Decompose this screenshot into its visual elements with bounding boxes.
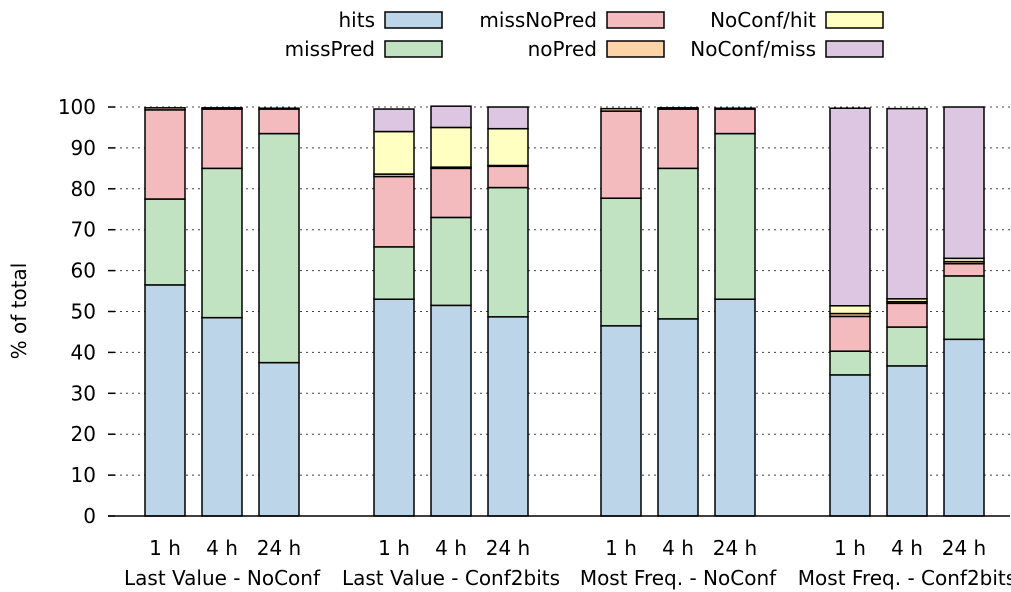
bar-segment-hits xyxy=(201,316,243,517)
x-category-label: 4 h xyxy=(206,536,238,560)
bar-segment-misspred xyxy=(144,198,186,286)
y-tick-label: 80 xyxy=(71,177,96,201)
bar-segment-hits xyxy=(829,374,871,517)
bars xyxy=(144,105,985,517)
bar-segment-misspred xyxy=(201,167,243,319)
grid-lines xyxy=(108,106,1010,476)
bar-segment-missnopred xyxy=(373,175,415,248)
legend-label: noPred xyxy=(528,37,597,61)
bar-segment-nopred xyxy=(714,107,756,110)
y-tick-label: 0 xyxy=(83,504,96,528)
bar-segment-hits xyxy=(373,298,415,517)
x-group-label: Last Value - Conf2bits xyxy=(342,566,560,590)
bar-segment-hits xyxy=(886,365,928,517)
y-tick-label: 40 xyxy=(71,340,96,364)
bar-segment-noconf-miss xyxy=(943,106,985,260)
bar-segment-misspred xyxy=(943,275,985,341)
x-category-label: 24 h xyxy=(713,536,757,560)
bar-segment-nopred xyxy=(258,107,300,110)
bar-segment-missnopred xyxy=(714,108,756,135)
x-group-label: Last Value - NoConf xyxy=(124,566,321,590)
bar-segment-missnopred xyxy=(258,108,300,135)
bar-segment-noconf-miss xyxy=(487,106,529,130)
bar-segment-noconf-hit xyxy=(430,126,472,168)
bar-segment-hits xyxy=(258,361,300,517)
legend-swatch-noconf-miss xyxy=(825,40,884,58)
y-tick-label: 100 xyxy=(58,95,96,119)
bar-segment-missnopred xyxy=(829,315,871,352)
y-tick-label: 90 xyxy=(71,136,96,160)
y-tick-label: 10 xyxy=(71,463,96,487)
x-group-label: Most Freq. - NoConf xyxy=(580,566,777,590)
bar-segment-hits xyxy=(600,325,642,517)
x-category-label: 1 h xyxy=(834,536,866,560)
bar-segment-noconf-hit xyxy=(829,305,871,315)
legend-label: missNoPred xyxy=(479,8,597,32)
legend-label: missPred xyxy=(285,37,375,61)
bar-segment-noconf-miss xyxy=(430,105,472,129)
legend-label: hits xyxy=(339,8,376,32)
legend-label: NoConf/miss xyxy=(690,37,816,61)
x-category-label: 1 h xyxy=(605,536,637,560)
bar-segment-misspred xyxy=(430,216,472,307)
bar-segment-missnopred xyxy=(943,262,985,277)
legend-swatch-missnopred xyxy=(606,11,665,29)
bar-segment-noconf-miss xyxy=(373,108,415,133)
bar-segment-misspred xyxy=(487,186,529,318)
bar-segment-misspred xyxy=(258,132,300,364)
bar-segment-missnopred xyxy=(144,109,186,200)
bar-segment-misspred xyxy=(373,246,415,300)
bar-segment-missnopred xyxy=(487,165,529,189)
legend-swatch-noconf-hit xyxy=(825,11,884,29)
bar-segment-noconf-miss xyxy=(886,107,928,300)
bar-segment-misspred xyxy=(886,326,928,367)
bar-segment-missnopred xyxy=(886,302,928,328)
x-category-label: 24 h xyxy=(486,536,530,560)
legend-label: NoConf/hit xyxy=(710,8,816,32)
bar-segment-hits xyxy=(714,298,756,517)
bar-segment-nopred xyxy=(600,107,642,112)
bar-segment-hits xyxy=(657,318,699,517)
bar-segment-nopred xyxy=(201,107,243,110)
bar-segment-nopred xyxy=(144,107,186,111)
bar-segment-hits xyxy=(487,316,529,517)
bar-segment-missnopred xyxy=(201,108,243,170)
y-tick-label: 20 xyxy=(71,422,96,446)
y-axis-title: % of total xyxy=(7,263,31,360)
axes: 0 10 20 30 40 50 60 70 80 90 100 1 h 4 h 24 h Last Val… xyxy=(58,95,1011,590)
legend-swatch-hits xyxy=(384,11,443,29)
x-category-label: 1 h xyxy=(149,536,181,560)
bar-segment-missnopred xyxy=(430,167,472,219)
y-tick-label: 70 xyxy=(71,218,96,242)
legend-swatch-nopred xyxy=(606,40,665,58)
bar-segment-hits xyxy=(430,304,472,517)
x-group-label: Most Freq. - Conf2bits xyxy=(798,566,1011,590)
bar-segment-nopred xyxy=(657,107,699,110)
x-category-label: 1 h xyxy=(378,536,410,560)
bar-segment-missnopred xyxy=(600,110,642,199)
bar-segment-missnopred xyxy=(657,108,699,170)
bar-segment-hits xyxy=(943,338,985,517)
bar-segment-noconf-miss xyxy=(829,107,871,307)
y-tick-label: 60 xyxy=(71,259,96,283)
legend-swatch-misspred xyxy=(384,40,443,58)
x-category-label: 4 h xyxy=(662,536,694,560)
x-category-label: 4 h xyxy=(891,536,923,560)
bar-segment-misspred xyxy=(829,350,871,376)
bar-segment-misspred xyxy=(714,132,756,300)
bar-segment-noconf-hit xyxy=(487,127,529,167)
bar-segment-misspred xyxy=(600,197,642,327)
x-category-label: 24 h xyxy=(942,536,986,560)
x-category-label: 4 h xyxy=(435,536,467,560)
legend: hits missNoPred NoConf/hit missPred noPred No… xyxy=(285,8,884,61)
y-tick-label: 30 xyxy=(71,381,96,405)
bar-segment-hits xyxy=(144,284,186,517)
bar-segment-noconf-hit xyxy=(373,130,415,175)
y-tick-label: 50 xyxy=(71,300,96,324)
bar-segment-misspred xyxy=(657,167,699,320)
x-category-label: 24 h xyxy=(257,536,301,560)
